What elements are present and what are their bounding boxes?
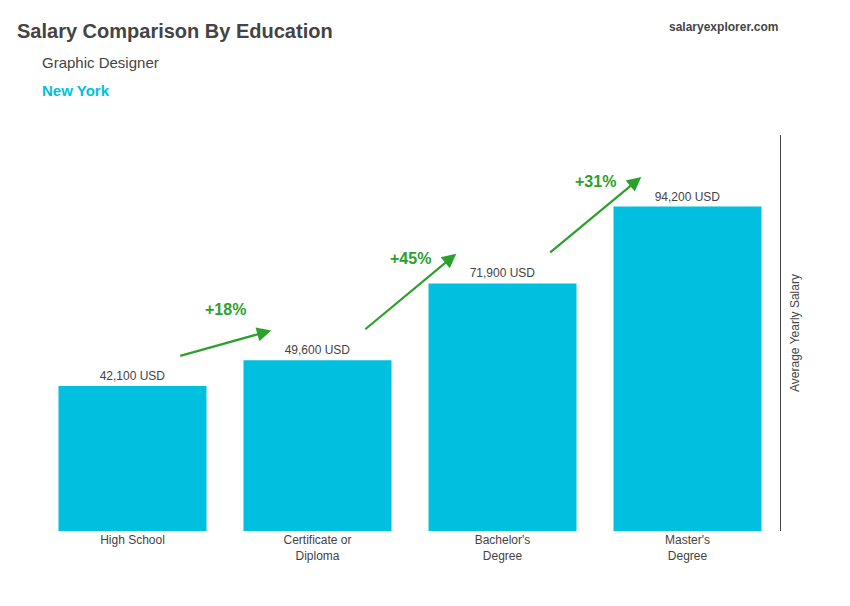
svg-text:94,200 USD: 94,200 USD — [655, 190, 721, 204]
svg-text:salaryexplorer.com: salaryexplorer.com — [669, 20, 778, 34]
svg-text:71,900 USD: 71,900 USD — [470, 266, 536, 280]
svg-text:+18%: +18% — [205, 301, 246, 318]
svg-text:49,600 USD: 49,600 USD — [285, 343, 351, 357]
svg-text:Average Yearly Salary: Average Yearly Salary — [788, 274, 802, 392]
svg-text:New York: New York — [42, 82, 110, 99]
svg-text:Bachelor'sDegree: Bachelor'sDegree — [475, 533, 531, 563]
svg-text:Master'sDegree: Master'sDegree — [665, 533, 710, 563]
svg-text:+45%: +45% — [390, 250, 431, 267]
svg-text:High School: High School — [100, 533, 165, 547]
svg-text:Salary Comparison By Education: Salary Comparison By Education — [17, 20, 333, 42]
svg-text:+31%: +31% — [575, 173, 616, 190]
svg-text:Graphic Designer: Graphic Designer — [42, 54, 159, 71]
svg-text:42,100 USD: 42,100 USD — [100, 369, 166, 383]
svg-text:Certificate orDiploma: Certificate orDiploma — [283, 533, 351, 563]
